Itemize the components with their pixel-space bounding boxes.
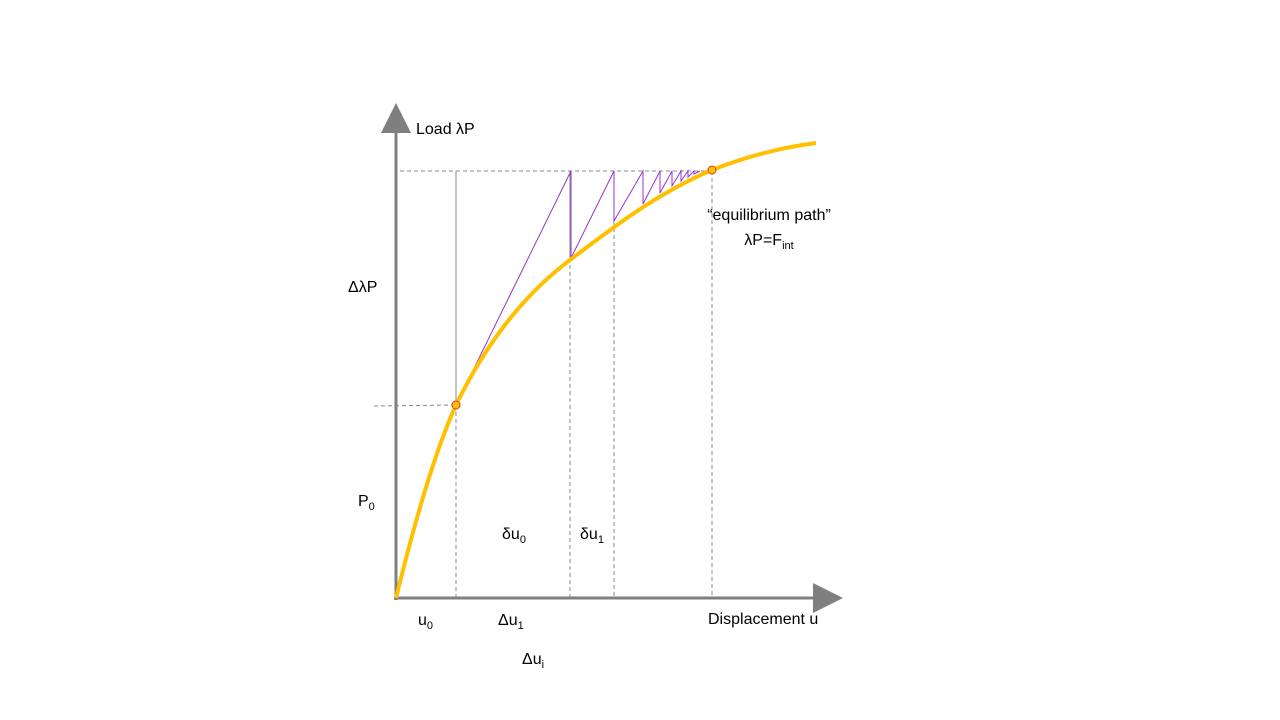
label-sub: i — [542, 659, 544, 671]
annotation-sub: int — [782, 240, 794, 252]
label-sub: 0 — [520, 534, 526, 546]
label: P0 — [358, 493, 375, 513]
label: δu1 — [580, 526, 604, 546]
label: u0 — [418, 612, 433, 632]
x-axis-label: Displacement u — [708, 611, 818, 628]
label-text: u — [418, 612, 427, 629]
label-sub: 0 — [427, 620, 433, 632]
newton-iterations — [455, 169, 701, 406]
label: δu0 — [502, 526, 526, 546]
label-text: Δu — [522, 651, 542, 668]
annotation: λP=Fint — [744, 232, 793, 252]
label-sub: 1 — [598, 534, 604, 546]
y-axis-label: Load λP — [416, 121, 475, 138]
annotation: “equilibrium path” — [707, 207, 831, 224]
label-text: δu — [580, 526, 598, 543]
point — [451, 400, 461, 410]
annotation-text: λP=F — [744, 232, 782, 249]
label: Δui — [522, 651, 544, 671]
label-sub: 1 — [518, 620, 524, 632]
label: Δu1 — [498, 612, 524, 632]
label-text: P — [358, 493, 369, 510]
label-text: Δu — [498, 612, 518, 629]
iteration-verticals — [455, 171, 689, 405]
guide — [373, 404, 457, 407]
equilibrium-curve — [394, 141, 817, 599]
label-text: δu — [502, 526, 520, 543]
point — [707, 165, 717, 175]
label: ΔλP — [348, 279, 377, 296]
label-sub: 0 — [369, 501, 375, 513]
